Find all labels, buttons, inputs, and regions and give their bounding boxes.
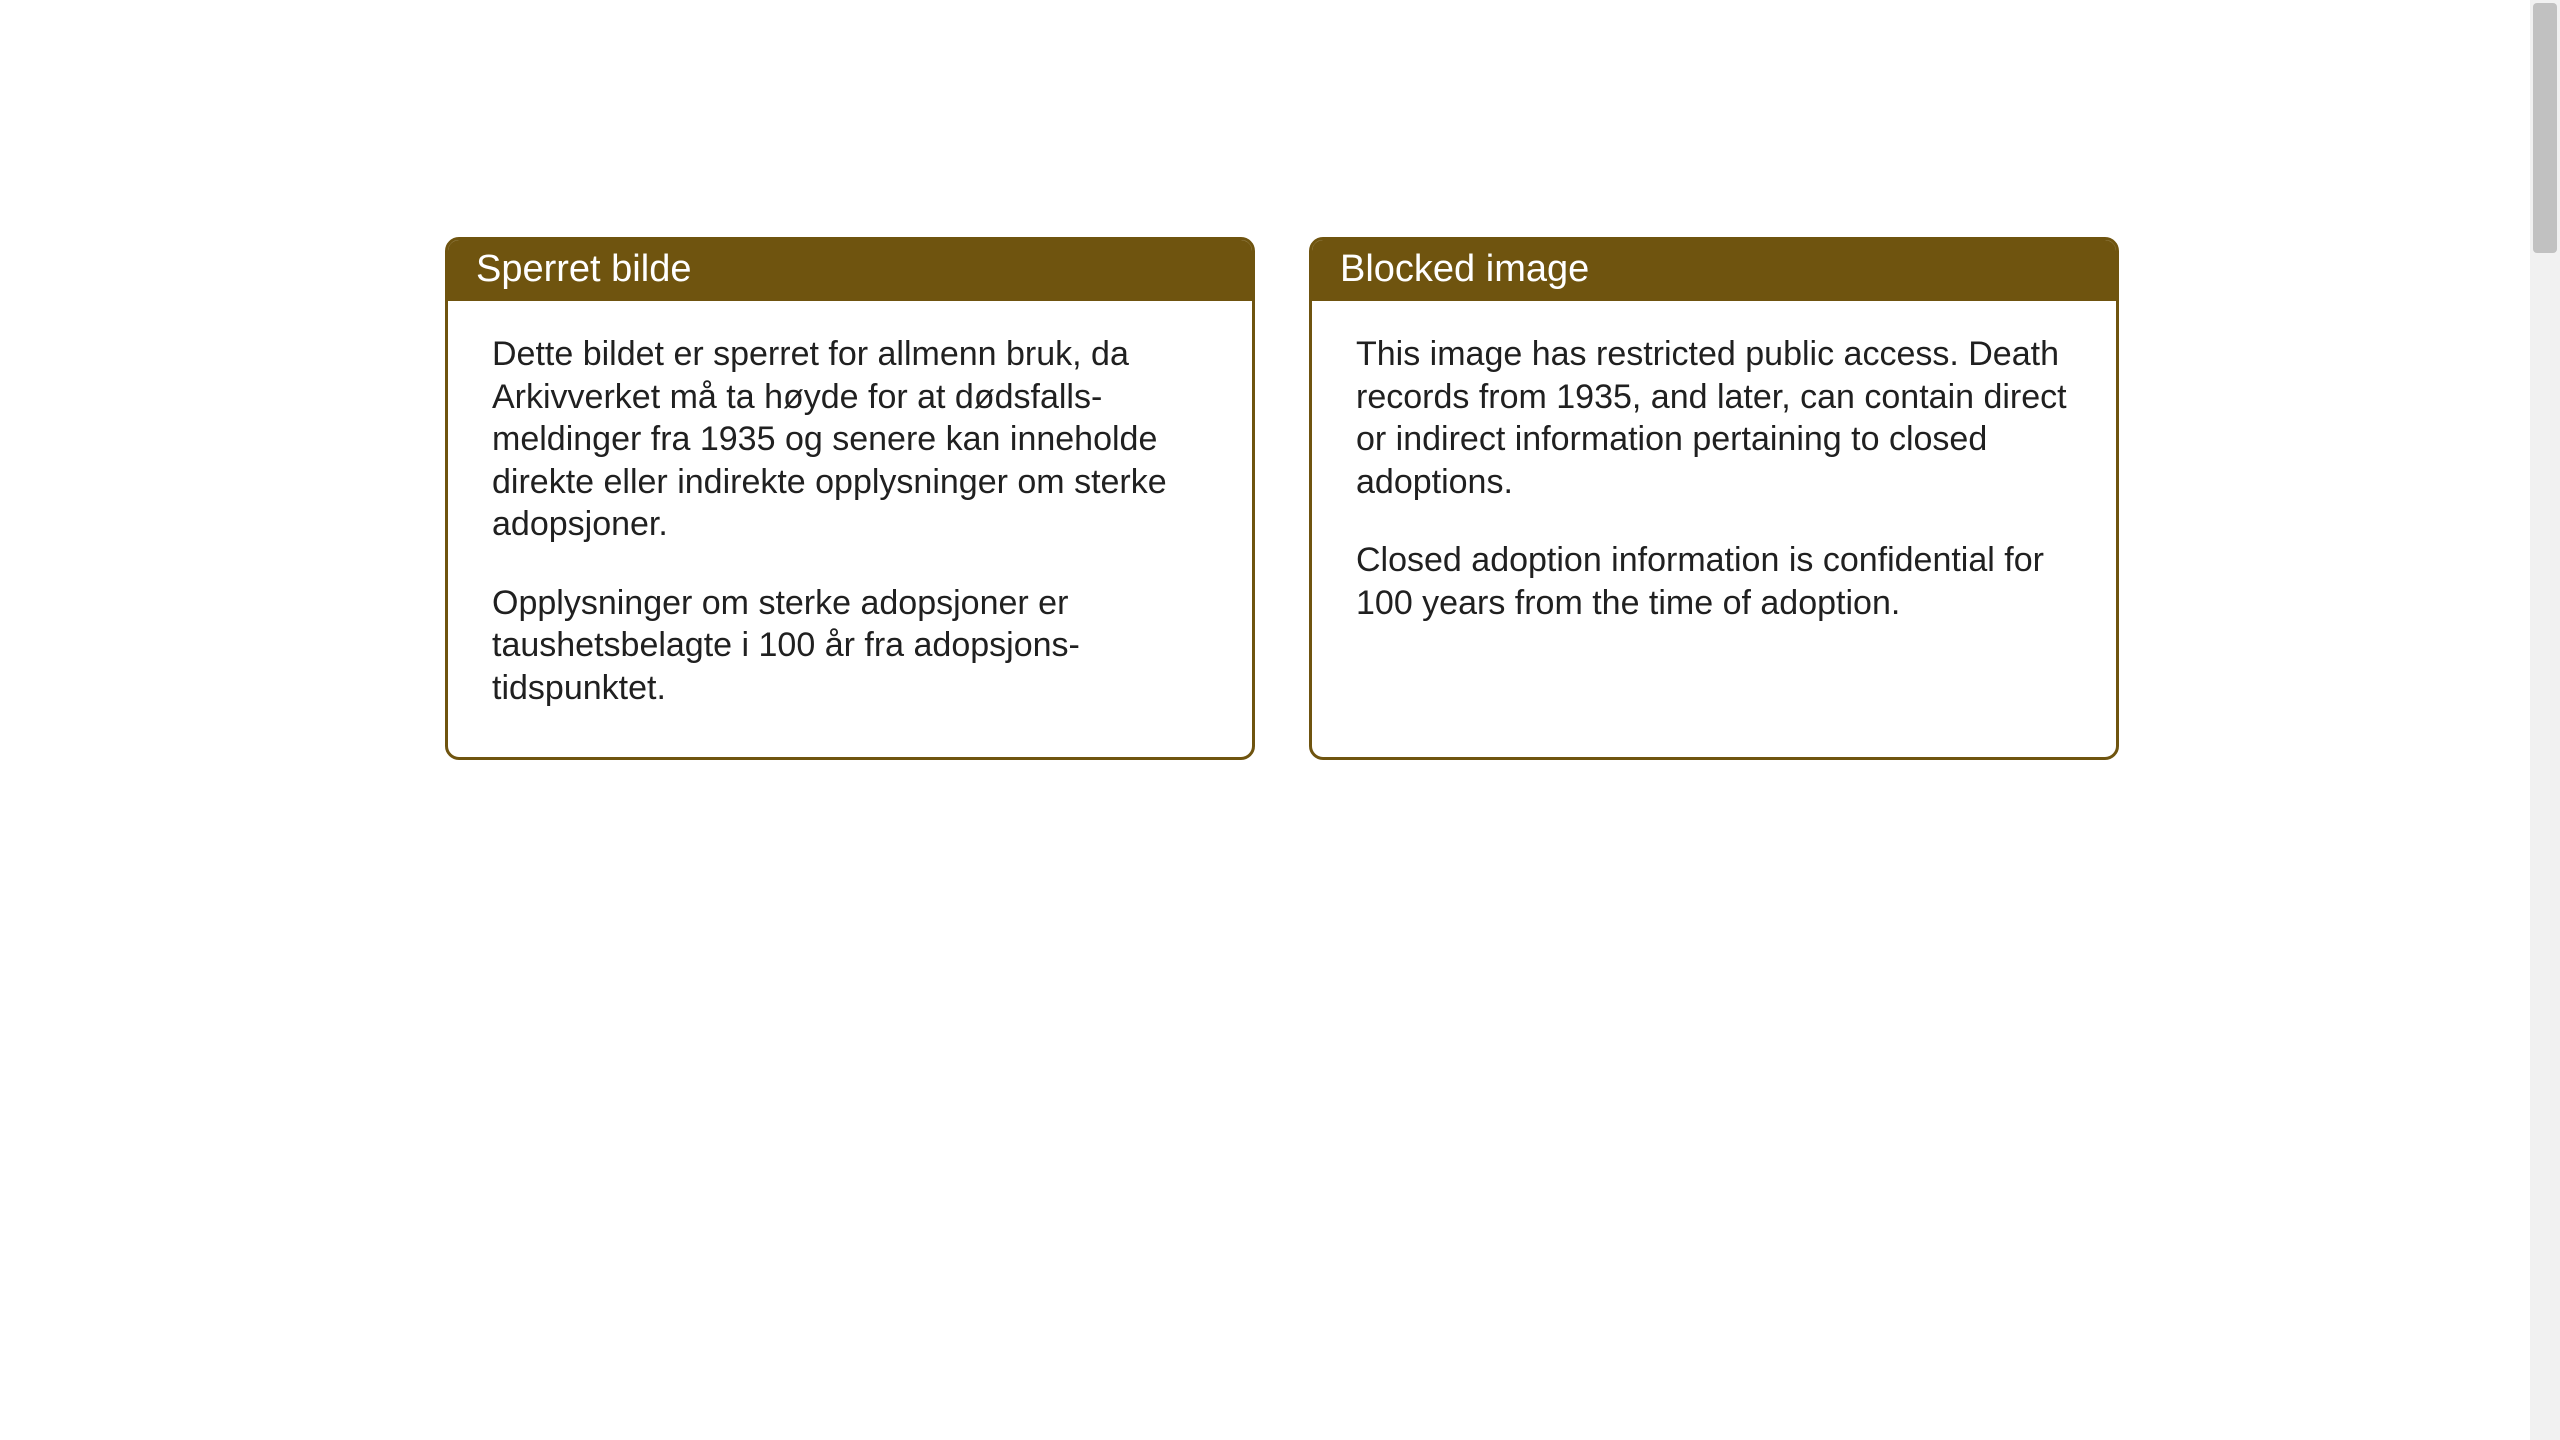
notice-box-english: Blocked image This image has restricted … [1309,237,2119,760]
notice-paragraph: Closed adoption information is confident… [1356,539,2072,624]
scrollbar-thumb[interactable] [2533,3,2557,253]
notice-body-norwegian: Dette bildet er sperret for allmenn bruk… [448,301,1252,757]
scrollbar-track[interactable] [2530,0,2560,1440]
notice-header-english: Blocked image [1312,240,2116,301]
notice-paragraph: This image has restricted public access.… [1356,333,2072,503]
notice-paragraph: Opplysninger om sterke adopsjoner er tau… [492,582,1208,710]
notice-paragraph: Dette bildet er sperret for allmenn bruk… [492,333,1208,546]
notice-body-english: This image has restricted public access.… [1312,301,2116,672]
notice-container: Sperret bilde Dette bildet er sperret fo… [445,237,2119,760]
notice-header-norwegian: Sperret bilde [448,240,1252,301]
notice-box-norwegian: Sperret bilde Dette bildet er sperret fo… [445,237,1255,760]
